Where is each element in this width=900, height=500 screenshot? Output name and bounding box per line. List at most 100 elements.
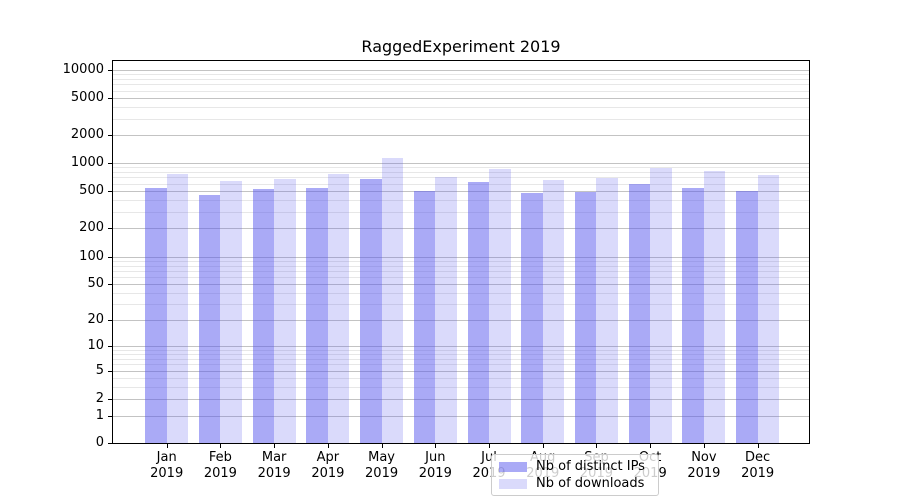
legend: Nb of distinct IPs Nb of downloads [491,454,659,496]
legend-swatch-distinct-ips [499,461,527,472]
y-tick-label: 20 [87,312,104,327]
bar-downloads-dec [757,175,780,443]
gridline-major [113,346,809,347]
bar-downloads-feb [220,181,242,443]
legend-label-downloads: Nb of downloads [536,476,645,491]
bar-distinct-ips-jun [413,191,436,443]
y-tick-mark [108,163,113,164]
y-tick-label: 5000 [70,90,104,105]
y-tick-mark [108,135,113,136]
gridline-minor [113,167,809,169]
gridline-minor [113,183,809,185]
gridline-minor [113,74,809,76]
y-tick-mark [108,70,113,71]
gridline-minor [113,200,809,201]
y-tick-label: 200 [79,220,104,235]
bar-downloads-oct [650,168,672,443]
x-tick-month: Feb [208,450,232,465]
bar-downloads-jun [435,176,457,443]
x-tick-mark [327,444,329,448]
gridline-major [113,257,809,258]
x-tick-mark [381,444,383,448]
gridline-major [113,98,809,99]
bar-distinct-ips-may [360,178,382,443]
bar-distinct-ips-jan [145,187,167,443]
y-tick-mark [108,443,113,444]
x-tick-month: Jun [425,450,446,465]
gridline-major [113,228,809,229]
bar-distinct-ips-sep [574,192,597,443]
bar-distinct-ips-apr [306,188,328,443]
bar-distinct-ips-feb [198,194,221,443]
x-tick-label-nov: Nov 2019 [674,450,734,482]
gridline-minor [113,276,809,278]
legend-item-downloads: Nb of downloads [499,476,651,491]
y-tick-mark [108,284,113,285]
gridline-major [113,416,809,417]
gridline-minor [113,265,809,267]
bar-downloads-jul [489,169,511,443]
legend-swatch-downloads [499,478,527,489]
x-tick-label-may: May 2019 [352,450,412,482]
gridline-minor [113,364,809,366]
gridline-major [113,135,809,136]
gridline-minor [113,377,809,379]
bar-distinct-ips-jul [467,182,490,443]
gridline-minor [113,79,809,80]
x-tick-month: May [368,450,396,465]
y-tick-label: 2000 [70,127,104,142]
x-tick-mark [166,444,168,448]
x-tick-mark [596,444,598,448]
gridline-major [113,399,809,400]
bar-downloads-nov [703,170,726,443]
x-tick-year: 2019 [257,466,291,481]
y-tick-mark [108,346,113,347]
x-tick-month: Apr [316,450,340,465]
plot-area: Nb of distinct IPs Nb of downloads [112,60,810,496]
y-tick-label: 500 [79,183,104,198]
y-tick-mark [108,228,113,229]
bar-downloads-aug [542,180,565,443]
x-tick-mark [757,444,759,448]
bar-distinct-ips-aug [521,192,543,443]
y-tick-mark [108,320,113,321]
x-tick-year: 2019 [150,466,184,481]
gridline-minor [113,386,809,388]
y-tick-label: 10 [87,338,104,353]
y-tick-label: 5 [95,363,104,378]
y-tick-label: 100 [79,249,104,264]
gridline-major [113,284,809,285]
x-tick-label-jan: Jan 2019 [137,450,197,482]
gridline-minor [113,172,809,173]
legend-item-distinct-ips: Nb of distinct IPs [499,459,651,474]
y-tick-mark [108,98,113,99]
y-tick-label: 0 [95,435,104,450]
x-tick-mark [274,444,276,448]
x-tick-label-apr: Apr 2019 [298,450,358,482]
legend-label-distinct-ips: Nb of distinct IPs [536,459,645,474]
x-tick-month: Jan [156,450,177,465]
gridline-major [113,163,809,164]
gridline-minor [113,211,809,213]
x-tick-mark [220,444,222,448]
gridline-minor [113,84,809,86]
gridline-major [113,191,809,192]
gridline-minor [113,90,809,92]
x-tick-month: Nov [691,450,717,465]
y-tick-mark [108,371,113,372]
gridline-minor [113,270,809,272]
gridline-major [113,70,809,71]
x-tick-label-dec: Dec 2019 [728,450,788,482]
x-tick-label-mar: Mar 2019 [244,450,304,482]
gridline-minor [113,349,809,351]
gridline-minor [113,118,809,120]
x-tick-label-feb: Feb 2019 [190,450,250,482]
x-tick-year: 2019 [741,466,775,481]
x-tick-mark [542,444,544,448]
bar-distinct-ips-dec [736,190,758,443]
bar-downloads-jan [166,173,189,443]
y-tick-label: 10000 [62,62,104,77]
y-tick-label: 1000 [70,155,104,170]
y-tick-mark [108,399,113,400]
